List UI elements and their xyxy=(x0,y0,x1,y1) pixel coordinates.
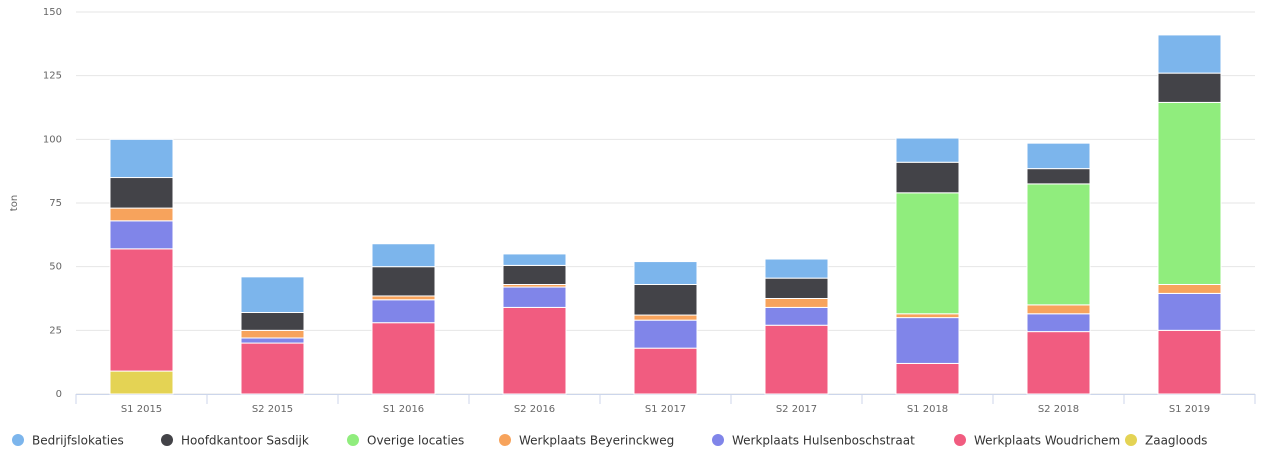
y-tick-label: 100 xyxy=(43,134,62,145)
bar-segment xyxy=(895,317,960,364)
bar-segment xyxy=(1157,329,1222,395)
bar-segment xyxy=(109,138,174,179)
bar-segment xyxy=(1157,101,1222,285)
x-tick-label: S1 2017 xyxy=(645,404,686,415)
bar-segment xyxy=(109,207,174,222)
bar-segment xyxy=(633,347,698,395)
bar-segment xyxy=(240,276,305,314)
bar-segment xyxy=(633,314,698,321)
legend-marker[interactable] xyxy=(347,434,359,446)
bar-segment xyxy=(371,299,436,324)
bar-segment xyxy=(764,306,829,326)
y-tick-label: 125 xyxy=(43,71,62,82)
legend-label[interactable]: Werkplaats Beyerinckweg xyxy=(519,434,674,448)
bar-segment xyxy=(371,266,436,297)
bar-segment xyxy=(502,306,567,395)
legend-label[interactable]: Werkplaats Hulsenboschstraat xyxy=(732,434,915,448)
bar-segment xyxy=(1026,142,1091,170)
x-tick-label: S1 2015 xyxy=(121,404,162,415)
bar-segment xyxy=(764,298,829,308)
bar-segment xyxy=(1157,292,1222,331)
legend-label[interactable]: Bedrijfslokaties xyxy=(32,434,124,448)
x-tick-label: S1 2019 xyxy=(1169,404,1210,415)
bar-segment xyxy=(895,137,960,163)
legend-label[interactable]: Werkplaats Woudrichem xyxy=(974,434,1120,448)
bar-segment xyxy=(1026,331,1091,395)
legend-marker[interactable] xyxy=(954,434,966,446)
bar-segment xyxy=(633,261,698,285)
bar-segment xyxy=(371,322,436,395)
bar-segment xyxy=(240,337,305,344)
bar-segment xyxy=(1157,34,1222,74)
y-tick-label: 75 xyxy=(49,198,62,209)
x-tick-label: S2 2018 xyxy=(1038,404,1079,415)
bar-segment xyxy=(895,313,960,319)
bar-segment xyxy=(371,295,436,301)
y-tick-label: 0 xyxy=(56,389,62,400)
bar-segment xyxy=(1026,304,1091,315)
bar-segment xyxy=(109,370,174,395)
x-tick-label: S1 2016 xyxy=(383,404,424,415)
bar-segment xyxy=(109,177,174,209)
y-tick-label: 25 xyxy=(49,325,62,336)
bar-segment xyxy=(764,258,829,279)
bar-segment xyxy=(764,277,829,300)
legend-marker[interactable] xyxy=(1125,434,1137,446)
y-tick-label: 150 xyxy=(43,7,62,18)
bar-segment xyxy=(1157,283,1222,294)
bar-segment xyxy=(1157,72,1222,103)
y-tick-label: 50 xyxy=(49,262,62,273)
bar-segment xyxy=(895,161,960,194)
bar-segment xyxy=(240,342,305,395)
bar-segment xyxy=(1026,168,1091,185)
legend-marker[interactable] xyxy=(712,434,724,446)
bar-segment xyxy=(1026,313,1091,333)
legend-label[interactable]: Overige locaties xyxy=(367,434,464,448)
y-axis-label: ton xyxy=(9,195,20,211)
bar-segment xyxy=(764,324,829,395)
bar-segment xyxy=(633,319,698,349)
legend-marker[interactable] xyxy=(12,434,24,446)
bar-segment xyxy=(371,243,436,268)
bar-segment xyxy=(109,220,174,250)
legend-marker[interactable] xyxy=(161,434,173,446)
bar-segment xyxy=(633,283,698,316)
bar-segment xyxy=(895,362,960,395)
bar-segment xyxy=(109,248,174,372)
legend-marker[interactable] xyxy=(499,434,511,446)
bar-segment xyxy=(1026,183,1091,306)
legend-label[interactable]: Zaagloods xyxy=(1145,434,1207,448)
x-tick-label: S2 2015 xyxy=(252,404,293,415)
legend-label[interactable]: Hoofdkantoor Sasdijk xyxy=(181,434,309,448)
bar-segment xyxy=(502,253,567,266)
bar-segment xyxy=(240,329,305,339)
x-tick-label: S2 2016 xyxy=(514,404,555,415)
x-tick-label: S1 2018 xyxy=(907,404,948,415)
bar-segment xyxy=(502,286,567,308)
bar-segment xyxy=(502,264,567,285)
bar-segment xyxy=(895,192,960,315)
bar-segment xyxy=(240,312,305,331)
x-tick-label: S2 2017 xyxy=(776,404,817,415)
